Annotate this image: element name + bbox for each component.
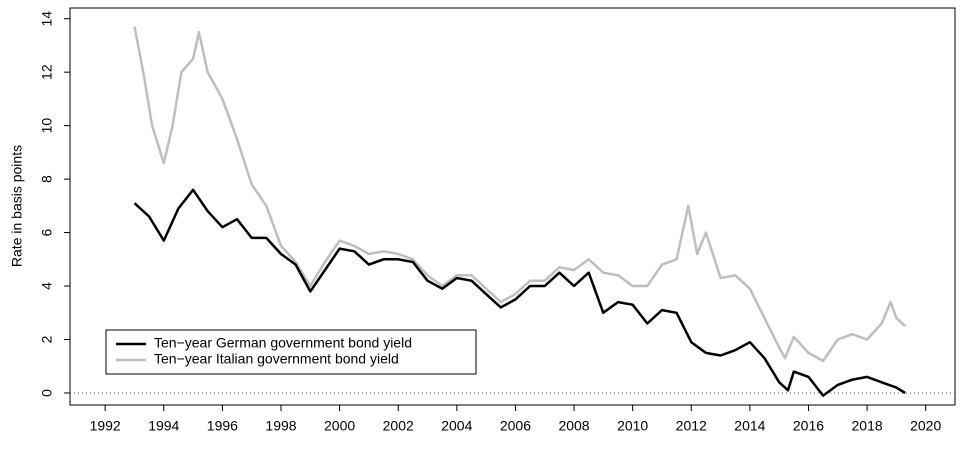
x-tick-label: 2004 [441, 418, 472, 434]
x-tick-label: 1992 [90, 418, 121, 434]
legend-box [105, 329, 477, 375]
x-tick-label: 2014 [734, 418, 765, 434]
x-tick-label: 1996 [207, 418, 238, 434]
y-tick-label: 8 [39, 175, 55, 183]
x-tick-label: 2018 [852, 418, 883, 434]
y-tick-label: 0 [39, 389, 55, 397]
y-tick-label: 6 [39, 228, 55, 236]
legend-label: Ten−year Italian government bond yield [154, 351, 399, 367]
y-tick-label: 2 [39, 335, 55, 343]
line-series [133, 188, 906, 397]
x-tick-label: 2010 [617, 418, 648, 434]
y-axis-label: Rate in basis points [9, 145, 25, 267]
x-tick-label: 1998 [265, 418, 296, 434]
legend-label: Ten−year German government bond yield [154, 335, 412, 351]
x-tick-label: 2016 [793, 418, 824, 434]
x-tick-label: 2020 [910, 418, 941, 434]
plot-frame [69, 7, 956, 406]
y-tick-label: 4 [39, 282, 55, 290]
y-tick-label: 14 [39, 11, 55, 27]
x-tick-label: 2006 [500, 418, 531, 434]
x-tick-label: 2002 [383, 418, 414, 434]
line-series [133, 26, 907, 363]
x-tick-label: 2000 [324, 418, 355, 434]
x-tick-label: 1994 [148, 418, 179, 434]
y-tick-label: 12 [39, 64, 55, 80]
x-tick-label: 2012 [676, 418, 707, 434]
y-tick-label: 10 [39, 118, 55, 134]
x-tick-label: 2008 [558, 418, 589, 434]
